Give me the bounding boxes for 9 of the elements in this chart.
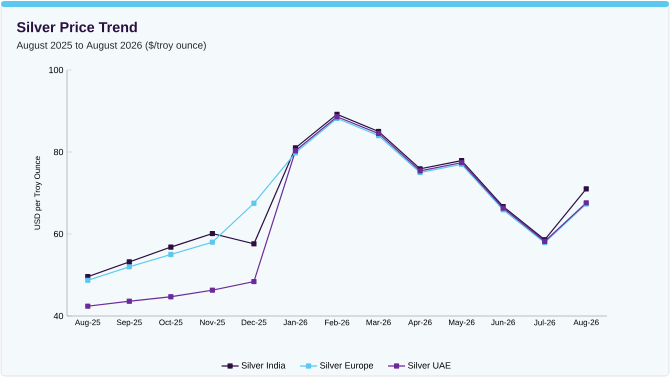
legend-label: Silver India <box>242 362 286 369</box>
chart-title: Silver Price Trend <box>16 22 137 32</box>
y-tick-label: 60 <box>54 230 64 238</box>
y-tick-label: 40 <box>54 312 64 320</box>
chart-subtitle: August 2025 to August 2026 ($/troy ounce) <box>16 41 206 51</box>
y-tick-label: 100 <box>49 66 64 74</box>
y-tick-label: 80 <box>54 148 64 156</box>
legend-label: Silver UAE <box>408 362 451 369</box>
legend-label: Silver Europe <box>320 362 374 370</box>
